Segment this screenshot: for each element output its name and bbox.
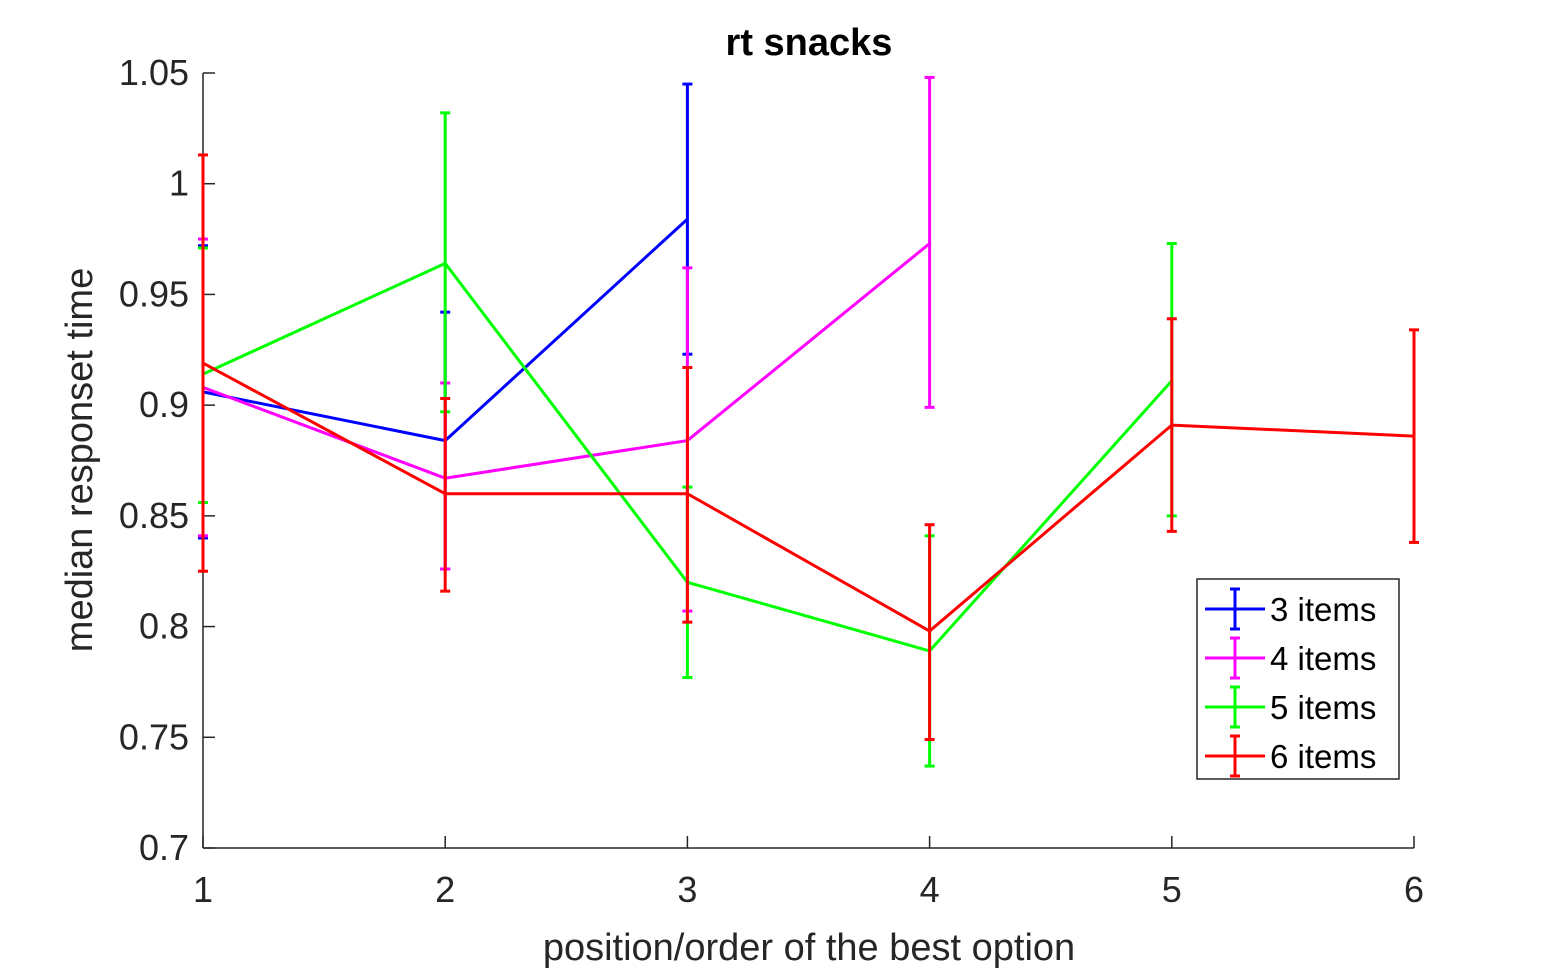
data-point [928,629,932,633]
series-6-items [198,153,1419,741]
y-tick-label: 0.85 [119,495,189,536]
x-axis-label: position/order of the best option [543,927,1075,969]
series-line [202,242,931,480]
data-point [685,492,689,496]
y-tick-label: 0.75 [119,716,189,757]
data-point [443,261,447,265]
legend-entry: 4 items [1205,636,1376,680]
x-axis-ticks: 1 2 3 4 5 6 [193,836,1424,910]
y-tick-label: 0.7 [139,827,189,868]
data-point [1170,423,1174,427]
x-tick-label: 2 [435,869,455,910]
legend-label: 4 items [1270,640,1376,677]
data-point [1412,434,1416,438]
x-tick-label: 1 [193,869,213,910]
x-tick-label: 4 [920,869,940,910]
y-tick-label: 1 [169,163,189,204]
legend-entry: 6 items [1205,734,1376,778]
y-tick-label: 0.95 [119,273,189,314]
legend: 3 items 4 items 5 items 6 items [1196,578,1400,780]
x-tick-label: 3 [677,869,697,910]
x-tick-label: 5 [1162,869,1182,910]
legend-entry: 3 items [1205,587,1376,631]
data-point [201,361,205,365]
legend-label: 5 items [1270,689,1376,726]
series-line [202,361,1415,633]
legend-label: 3 items [1270,591,1376,628]
data-point [685,217,689,221]
legend-entry: 5 items [1205,685,1376,729]
y-tick-label: 0.9 [139,384,189,425]
legend-label: 6 items [1270,738,1376,775]
chart-title: rt snacks [726,22,893,64]
data-point [443,492,447,496]
x-tick-label: 6 [1404,869,1424,910]
y-axis-ticks: 0.7 0.75 0.8 0.85 0.9 0.95 1 1.05 [119,52,215,868]
y-tick-label: 1.05 [119,52,189,93]
y-axis-label: median responset time [59,268,101,652]
plot-series [198,75,1419,768]
y-tick-label: 0.8 [139,606,189,647]
data-point [928,242,932,245]
